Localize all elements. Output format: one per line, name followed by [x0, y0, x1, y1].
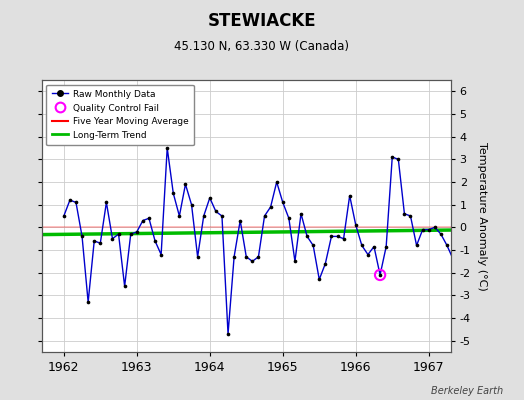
Point: [145, 215, 153, 222]
Point: [72, 199, 80, 206]
Point: [121, 283, 129, 290]
Point: [340, 236, 348, 242]
Point: [479, 259, 488, 266]
Point: [133, 229, 141, 235]
Point: [364, 251, 372, 258]
Point: [388, 154, 397, 160]
Point: [406, 213, 414, 219]
Point: [327, 233, 335, 240]
Legend: Raw Monthly Data, Quality Control Fail, Five Year Moving Average, Long-Term Tren: Raw Monthly Data, Quality Control Fail, …: [47, 84, 194, 146]
Point: [376, 272, 384, 278]
Point: [467, 228, 475, 234]
Point: [188, 202, 196, 208]
Point: [200, 213, 208, 219]
Point: [449, 256, 457, 262]
Point: [492, 210, 500, 216]
Point: [376, 272, 384, 278]
Point: [108, 236, 117, 242]
Point: [175, 213, 183, 219]
Point: [224, 331, 232, 337]
Point: [126, 231, 135, 237]
Point: [431, 224, 439, 230]
Point: [315, 276, 323, 283]
Point: [345, 192, 354, 199]
Point: [96, 240, 104, 246]
Point: [205, 195, 214, 201]
Point: [382, 243, 390, 250]
Point: [139, 217, 147, 224]
Point: [84, 299, 92, 305]
Point: [443, 242, 451, 249]
Point: [297, 210, 305, 217]
Point: [66, 197, 74, 203]
Point: [279, 199, 287, 206]
Point: [400, 210, 409, 217]
Point: [260, 213, 269, 219]
Point: [266, 204, 275, 210]
Point: [193, 254, 202, 260]
Point: [90, 238, 99, 244]
Point: [370, 243, 378, 250]
Point: [333, 233, 342, 240]
Point: [473, 236, 482, 242]
Point: [424, 226, 433, 233]
Y-axis label: Temperature Anomaly (°C): Temperature Anomaly (°C): [477, 142, 487, 290]
Point: [212, 208, 220, 215]
Point: [272, 179, 281, 185]
Text: Berkeley Earth: Berkeley Earth: [431, 386, 503, 396]
Point: [60, 213, 68, 219]
Text: 45.130 N, 63.330 W (Canada): 45.130 N, 63.330 W (Canada): [174, 40, 350, 53]
Point: [321, 260, 330, 267]
Point: [352, 222, 360, 228]
Point: [78, 233, 86, 240]
Text: STEWIACKE: STEWIACKE: [208, 12, 316, 30]
Point: [151, 238, 159, 244]
Point: [254, 254, 263, 260]
Point: [285, 215, 293, 222]
Point: [394, 156, 402, 162]
Point: [242, 254, 250, 260]
Point: [436, 231, 445, 237]
Point: [236, 217, 244, 224]
Point: [455, 215, 463, 222]
Point: [303, 233, 311, 240]
Point: [169, 190, 178, 196]
Point: [102, 199, 111, 206]
Point: [230, 254, 238, 260]
Point: [248, 258, 257, 264]
Point: [163, 145, 171, 151]
Point: [461, 229, 470, 235]
Point: [309, 242, 318, 249]
Point: [181, 181, 190, 188]
Point: [412, 242, 421, 249]
Point: [358, 242, 366, 249]
Point: [218, 213, 226, 219]
Point: [419, 226, 427, 233]
Point: [114, 231, 123, 237]
Point: [485, 210, 494, 217]
Point: [157, 251, 165, 258]
Point: [291, 258, 299, 264]
